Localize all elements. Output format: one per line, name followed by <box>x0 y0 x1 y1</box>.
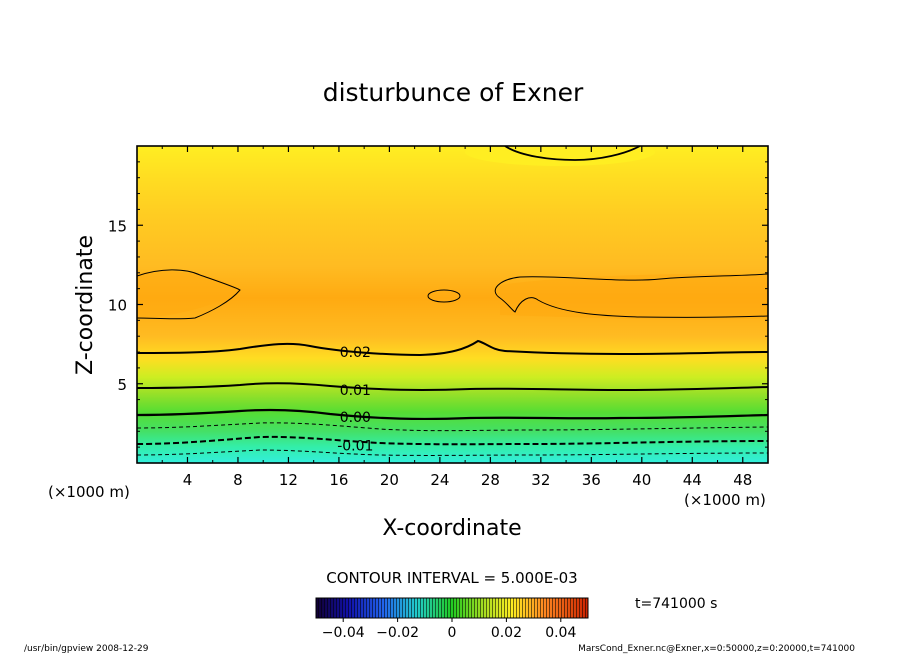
footer-right: MarsCond_Exner.nc@Exner,x=0:50000,z=0:20… <box>578 644 855 654</box>
left-max-region <box>137 271 240 318</box>
contour-label: 0.02 <box>340 345 371 361</box>
colorbar-tick-label: 0 <box>448 625 457 641</box>
contour-label: 0.00 <box>340 410 371 426</box>
x-tick-label: 44 <box>683 471 702 489</box>
contour-right-loop <box>494 273 768 318</box>
contour-neg-2 <box>137 435 768 446</box>
x-tick-label: 8 <box>233 471 243 489</box>
y-tick-label: 10 <box>108 297 127 315</box>
contour-top <box>504 146 641 161</box>
x-tick-label: 20 <box>380 471 399 489</box>
x-tick-label: 28 <box>481 471 500 489</box>
contour-field: 0.02 0.01 0.00 -0.01 <box>137 146 768 463</box>
chart-title: disturbunce of Exner <box>323 78 584 107</box>
colorbar-tick-label: 0.04 <box>545 625 576 641</box>
x-tick-label: 12 <box>279 471 298 489</box>
x-tick-label: 40 <box>632 471 651 489</box>
x-tick-label: 4 <box>183 471 193 489</box>
contour-label: 0.01 <box>340 383 371 399</box>
x-unit-label-left: (×1000 m) <box>48 483 130 501</box>
x-tick-label: 16 <box>329 471 348 489</box>
colorbar: −0.04 −0.02 0 0.02 0.04 <box>315 597 589 641</box>
colorbar-tick-label: −0.02 <box>376 625 419 641</box>
colorbar-stripes <box>316 598 588 618</box>
time-label: t=741000 s <box>635 596 717 612</box>
contour-lines <box>137 146 768 456</box>
contour-small-loop <box>427 289 461 303</box>
colorbar-tick-label: −0.04 <box>322 625 365 641</box>
colorbar-tick-label: 0.02 <box>491 625 522 641</box>
right-max-region <box>500 274 768 320</box>
y-tick-label: 15 <box>108 217 127 235</box>
x-axis-ticks: 4 8 12 16 20 24 28 32 36 40 44 48 <box>161 146 752 489</box>
contour-label: -0.01 <box>337 439 373 455</box>
colorbar-ticks: −0.04 −0.02 0 0.02 0.04 <box>322 618 576 641</box>
contour-0.00 <box>137 408 768 421</box>
y-axis-label: Z-coordinate <box>73 235 98 375</box>
contour-labels: 0.02 0.01 0.00 -0.01 <box>337 345 373 455</box>
x-tick-label: 36 <box>582 471 601 489</box>
contour-0.01 <box>137 382 768 392</box>
x-tick-label: 24 <box>430 471 449 489</box>
x-axis-label: X-coordinate <box>382 516 521 541</box>
y-axis-ticks: 5 10 15 <box>108 161 768 448</box>
contour-neg-3 <box>137 449 768 456</box>
x-tick-label: 48 <box>733 471 752 489</box>
x-unit-label-right: (×1000 m) <box>684 491 766 509</box>
contour-0.02 <box>137 339 768 357</box>
contour-neg-1 <box>137 422 768 432</box>
footer-left: /usr/bin/gpview 2008-12-29 <box>24 644 149 654</box>
x-tick-label: 32 <box>531 471 550 489</box>
y-tick-label: 5 <box>117 376 127 394</box>
contour-interval-text: CONTOUR INTERVAL = 5.000E-03 <box>326 569 577 587</box>
contour-left-loop <box>137 269 241 320</box>
